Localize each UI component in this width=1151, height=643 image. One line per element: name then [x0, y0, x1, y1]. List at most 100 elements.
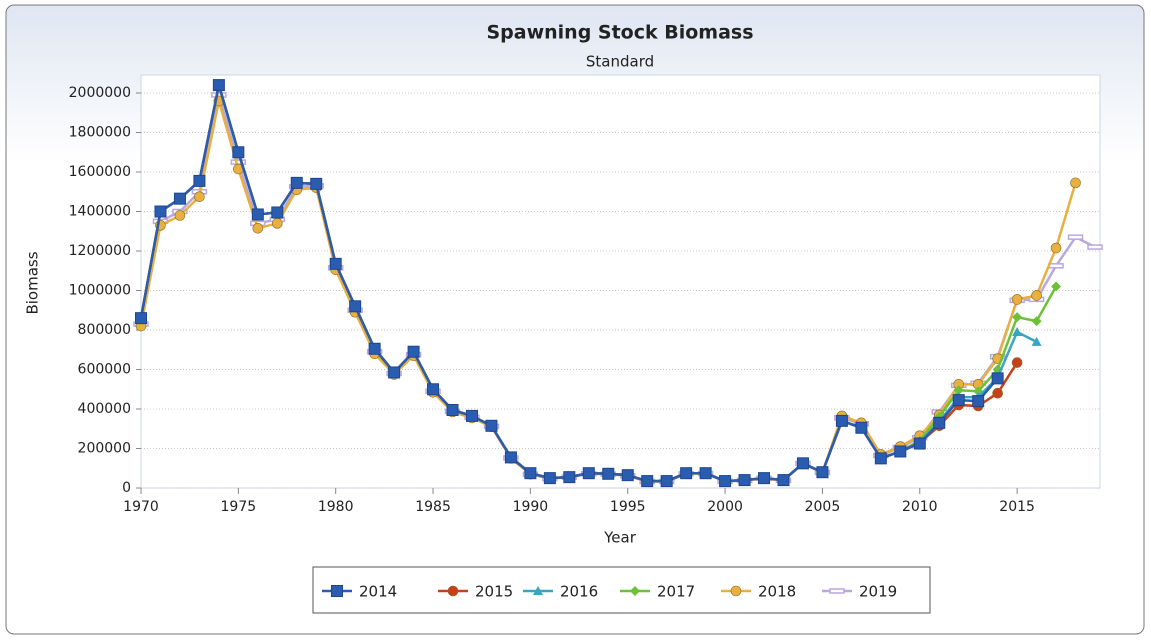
legend-marker [630, 586, 640, 596]
marker [194, 191, 205, 202]
marker [972, 395, 985, 408]
marker [1087, 244, 1103, 250]
marker [329, 257, 342, 270]
marker [1051, 281, 1062, 292]
marker [252, 222, 264, 234]
marker [1070, 177, 1081, 189]
marker [271, 218, 283, 229]
marker [1011, 357, 1023, 368]
marker [154, 205, 167, 218]
legend-marker [533, 586, 543, 595]
legend-marker [331, 585, 343, 597]
marker [1067, 234, 1084, 240]
marker [874, 452, 887, 465]
y-axis-label: Biomass [24, 251, 42, 314]
marker [230, 159, 247, 165]
marker [816, 466, 829, 479]
marker [992, 387, 1003, 399]
marker [953, 385, 964, 396]
legend-label: 2016 [560, 583, 598, 601]
marker [582, 467, 595, 480]
x-tick-label: 2005 [805, 499, 841, 515]
marker [1048, 263, 1064, 269]
y-tick-label: 1600000 [69, 164, 131, 180]
x-tick-label: 1990 [513, 499, 549, 515]
legend-marker [447, 585, 459, 597]
marker [251, 208, 264, 221]
marker [699, 467, 712, 480]
x-tick-label: 2010 [902, 499, 938, 515]
marker [796, 457, 809, 470]
marker [212, 79, 225, 92]
chart-title: Spawning Stock Biomass [486, 22, 753, 44]
marker [465, 409, 478, 422]
legend-label: 2014 [359, 583, 397, 601]
marker [427, 383, 440, 396]
marker [855, 421, 868, 434]
marker [777, 474, 790, 487]
marker [310, 177, 323, 190]
marker [446, 403, 459, 416]
y-tick-label: 1000000 [69, 283, 131, 299]
marker [135, 312, 147, 325]
marker [174, 210, 186, 221]
marker [894, 445, 907, 458]
marker [173, 192, 186, 205]
marker [388, 366, 401, 379]
marker [602, 467, 615, 480]
legend-marker [829, 588, 845, 594]
marker [1050, 242, 1062, 254]
marker [933, 416, 946, 429]
marker [621, 469, 634, 482]
marker [563, 471, 576, 484]
y-tick-label: 1800000 [69, 125, 131, 141]
chart-subtitle: Standard [586, 53, 654, 71]
y-tick-label: 1200000 [69, 243, 131, 259]
legend-label: 2015 [475, 583, 513, 601]
y-tick-label: 1400000 [69, 204, 131, 220]
marker [738, 474, 751, 487]
marker [290, 176, 303, 189]
marker [1012, 326, 1023, 336]
marker [913, 437, 926, 450]
marker [660, 475, 673, 488]
marker [758, 472, 771, 485]
y-tick-label: 200000 [78, 441, 131, 457]
marker [1031, 336, 1042, 346]
y-tick-label: 2000000 [69, 85, 131, 101]
marker [349, 300, 362, 313]
marker [641, 475, 654, 488]
marker [991, 372, 1004, 385]
legend-label: 2018 [758, 583, 796, 601]
y-tick-label: 800000 [78, 322, 131, 338]
x-tick-label: 1980 [318, 499, 354, 515]
x-tick-label: 2015 [999, 499, 1035, 515]
marker [1011, 294, 1023, 305]
x-tick-label: 1985 [415, 499, 451, 515]
marker [193, 174, 206, 187]
marker [271, 206, 284, 219]
x-axis-label: Year [603, 529, 637, 547]
x-tick-label: 1995 [610, 499, 646, 515]
plot-area [140, 74, 1101, 489]
x-tick-label: 1970 [123, 499, 159, 515]
marker [504, 451, 517, 464]
marker [1031, 316, 1042, 327]
legend-label: 2017 [657, 583, 695, 601]
marker [1031, 290, 1042, 301]
marker [719, 475, 732, 488]
y-tick-label: 0 [122, 480, 131, 496]
marker [680, 467, 693, 480]
legend-marker [730, 585, 742, 597]
marker [835, 414, 848, 427]
x-tick-label: 1975 [221, 499, 257, 515]
legend-label: 2019 [859, 583, 897, 601]
marker [543, 472, 556, 485]
marker [232, 146, 245, 159]
marker [485, 419, 498, 432]
marker [952, 394, 965, 407]
marker [524, 467, 537, 480]
x-tick-label: 2000 [707, 499, 743, 515]
marker [368, 342, 381, 355]
